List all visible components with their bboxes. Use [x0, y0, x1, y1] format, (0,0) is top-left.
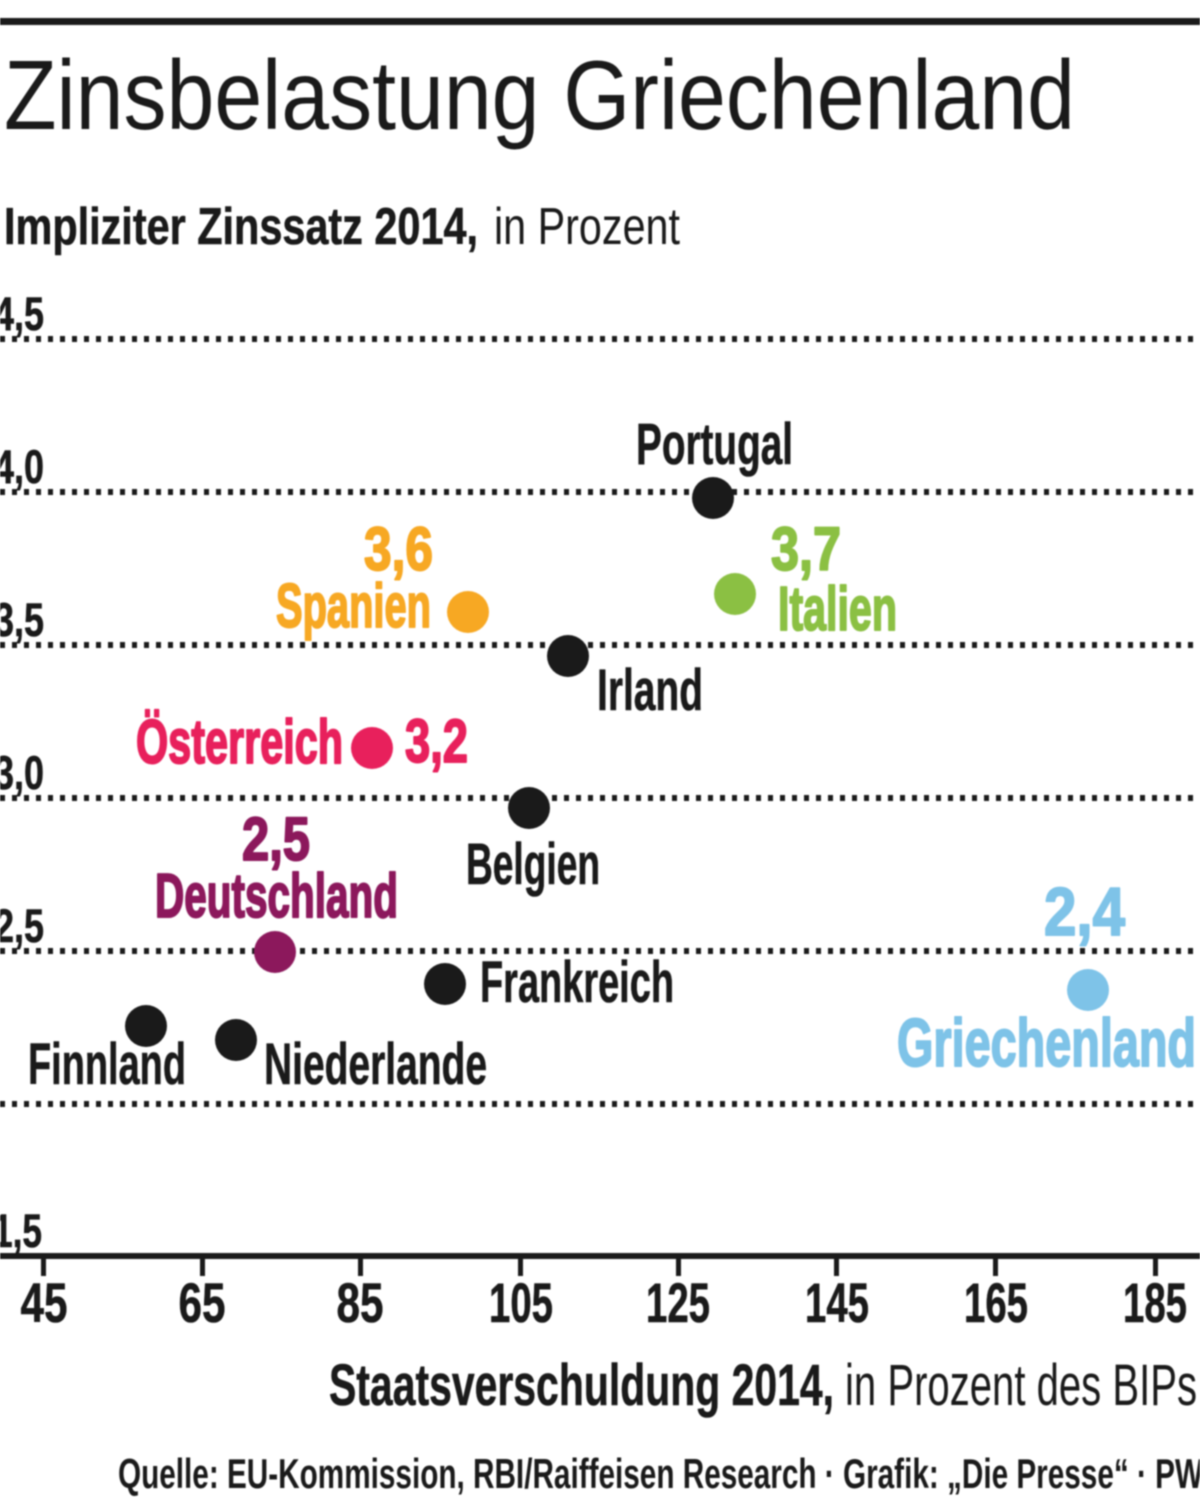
svg-text:3,6: 3,6 — [364, 515, 433, 583]
svg-text:165: 165 — [964, 1271, 1028, 1334]
svg-text:145: 145 — [805, 1271, 869, 1334]
svg-text:3,0: 3,0 — [0, 746, 44, 799]
svg-text:Finnland: Finnland — [28, 1032, 186, 1097]
svg-text:65: 65 — [179, 1271, 226, 1334]
svg-text:Deutschland: Deutschland — [155, 862, 398, 931]
svg-text:Portugal: Portugal — [636, 412, 793, 477]
svg-text:3,7: 3,7 — [771, 515, 841, 583]
svg-text:2,5: 2,5 — [0, 899, 44, 952]
svg-text:45: 45 — [21, 1271, 68, 1334]
svg-text:4,5: 4,5 — [0, 287, 44, 340]
svg-text:Niederlande: Niederlande — [264, 1032, 487, 1097]
svg-text:1,5: 1,5 — [0, 1204, 42, 1257]
svg-text:Staatsverschuldung 2014,: Staatsverschuldung 2014, — [329, 1353, 834, 1418]
svg-text:4,0: 4,0 — [0, 440, 44, 493]
svg-text:125: 125 — [646, 1271, 710, 1334]
svg-text:185: 185 — [1123, 1271, 1187, 1334]
svg-text:3,5: 3,5 — [0, 593, 44, 646]
svg-text:Italien: Italien — [778, 575, 897, 644]
svg-text:Österreich: Österreich — [136, 708, 343, 777]
svg-text:in Prozent: in Prozent — [494, 198, 680, 256]
svg-text:Frankreich: Frankreich — [480, 950, 674, 1015]
svg-text:Zinsbelastung Griechenland: Zinsbelastung Griechenland — [4, 40, 1075, 150]
svg-text:2,5: 2,5 — [242, 805, 310, 873]
svg-text:85: 85 — [337, 1271, 384, 1334]
svg-text:Impliziter Zinssatz 2014,: Impliziter Zinssatz 2014, — [4, 198, 478, 256]
svg-text:Quelle: EU-Kommission, RBI/Rai: Quelle: EU-Kommission, RBI/Raiffeisen Re… — [118, 1450, 1200, 1497]
svg-text:105: 105 — [489, 1271, 553, 1334]
svg-text:Belgien: Belgien — [466, 832, 600, 897]
svg-text:Spanien: Spanien — [276, 572, 431, 641]
svg-text:Griechenland: Griechenland — [897, 1005, 1196, 1081]
svg-text:in Prozent des BIPs: in Prozent des BIPs — [845, 1353, 1197, 1418]
svg-text:2,4: 2,4 — [1044, 874, 1125, 950]
svg-text:Irland: Irland — [597, 658, 703, 723]
svg-text:3,2: 3,2 — [405, 707, 468, 775]
